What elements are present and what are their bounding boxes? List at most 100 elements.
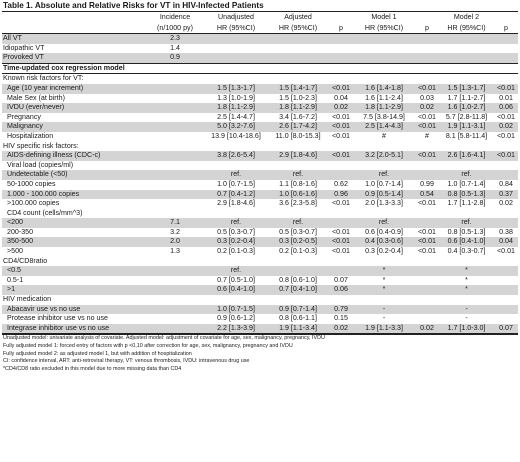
- table-row: Age (10 year increment) 1.5 [1.3-1.7] 1.5 …: [2, 83, 518, 94]
- adjusted-p-cell: [329, 257, 353, 267]
- model1-p-cell: [415, 170, 439, 180]
- adjusted-p-cell: <0.01: [332, 131, 350, 140]
- row-label: <0.5: [7, 266, 22, 275]
- adjusted-p-cell: 0.02: [334, 103, 348, 112]
- unadjusted-hr-cell: 0.7 [0.4-1.2]: [217, 189, 255, 198]
- model2-p-cell: [494, 295, 518, 305]
- unadjusted-hr-cell: 1.8 [1.1-2.9]: [217, 103, 255, 112]
- model2-p-cell: 0.01: [499, 93, 513, 102]
- unadjusted-hr-cell: 1.5 [1.3-1.7]: [217, 83, 255, 92]
- row-label: Male Sex (at birth): [7, 93, 65, 102]
- model1-hr-cell: *: [382, 285, 386, 294]
- adjusted-p-cell: <0.01: [332, 112, 350, 121]
- overall-incidence: 1.4: [170, 43, 180, 52]
- model2-hr-cell: *: [465, 275, 468, 284]
- footnote: Unadjusted model: univariate analysis of…: [3, 335, 325, 342]
- header-p: p: [504, 23, 508, 32]
- table-row: Male Sex (at birth) 1.3 [1.0-1.9] 1.5 [1.0…: [2, 94, 518, 104]
- incidence-cell: [145, 209, 205, 219]
- row-label: Hospitalization: [7, 131, 54, 140]
- unadjusted-hr-cell: 13.9 [10.4-18.6]: [211, 131, 261, 140]
- model2-hr-cell: [439, 295, 494, 305]
- incidence-cell: 2.0: [170, 237, 180, 246]
- adjusted-p-cell: [329, 266, 353, 276]
- unadjusted-hr-cell: 0.2 [0.1-0.3]: [217, 247, 255, 256]
- row-label: Malignancy: [7, 122, 43, 131]
- table-row: 50-1000 copies 1.0 [0.7-1.5] 1.1 [0.8-1.6]…: [2, 180, 518, 190]
- unadjusted-hr-cell: ref.: [230, 170, 242, 179]
- incidence-cell: [145, 161, 205, 171]
- overall-incidence: 0.9: [145, 53, 205, 64]
- model1-p-cell: <0.01: [418, 151, 436, 160]
- unadjusted-hr-cell: [205, 161, 267, 171]
- row-label: Age (10 year increment): [7, 83, 84, 92]
- table-body: Incidence Unadjusted Adjusted Model 1 Mo…: [2, 12, 518, 335]
- incidence-cell: [145, 266, 205, 276]
- row-label: >500: [7, 247, 23, 256]
- model1-p-cell: <0.01: [418, 199, 436, 208]
- model1-hr-cell: 0.6 [0.4-0.9]: [365, 227, 403, 236]
- header-row-1: Incidence Unadjusted Adjusted Model 1 Mo…: [2, 12, 518, 23]
- model1-hr-cell: -: [382, 314, 386, 323]
- header-incidence-unit: (n/1000 py): [157, 23, 193, 32]
- model1-hr-cell: 2.5 [1.4-4.3]: [365, 122, 403, 131]
- header-hr: HR (95%CI): [216, 23, 256, 32]
- model1-hr-cell: -: [382, 304, 386, 313]
- row-label: Pregnancy: [7, 112, 41, 121]
- table-row: 0.5-1 0.7 [0.5-1.0] 0.8 [0.6-1.0] 0.07 * *: [2, 276, 518, 286]
- model2-p-cell: 0.02: [499, 199, 513, 208]
- header-model1: Model 1: [371, 13, 397, 21]
- adjusted-hr-cell: 3.6 [2.3-5.8]: [279, 199, 317, 208]
- incidence-cell: [145, 151, 205, 161]
- table-row: HIV specific risk factors:: [2, 142, 518, 152]
- adjusted-p-cell: [329, 218, 353, 228]
- adjusted-p-cell: [329, 161, 353, 171]
- model2-p-cell: <0.01: [497, 83, 515, 92]
- table-row: >1 0.6 [0.4-1.0] 0.7 [0.4-1.0] 0.06 * *: [2, 285, 518, 296]
- row-label: 350-500: [7, 237, 34, 246]
- unadjusted-hr-cell: 0.6 [0.4-1.0]: [217, 285, 255, 294]
- adjusted-p-cell: [329, 74, 353, 84]
- adjusted-p-cell: 0.79: [334, 304, 348, 313]
- adjusted-hr-cell: 0.8 [0.6-1.1]: [279, 314, 317, 323]
- model2-p-cell: [494, 266, 518, 276]
- unadjusted-hr-cell: 0.9 [0.6-1.2]: [217, 314, 255, 323]
- model1-p-cell: [415, 276, 439, 286]
- model2-hr-cell: -: [465, 304, 468, 313]
- model1-hr-cell: 1.6 [1.4-1.8]: [365, 83, 403, 92]
- adjusted-hr-cell: [267, 209, 329, 219]
- adjusted-p-cell: <0.01: [332, 151, 350, 160]
- model1-p-cell: [415, 305, 439, 315]
- row-label: Known risk factors for VT:: [3, 74, 84, 83]
- table-row: AIDS-defining illness (CDC-c) 3.8 [2.6-5.…: [2, 151, 518, 161]
- model2-hr-cell: 0.8 [0.5-1.3]: [447, 189, 486, 198]
- unadjusted-hr-cell: [205, 257, 267, 267]
- model2-p-cell: [494, 209, 518, 219]
- model1-hr-cell: 2.0 [1.3-3.3]: [365, 199, 403, 208]
- unadjusted-hr-cell: 1.0 [0.7-1.5]: [217, 179, 255, 188]
- unadjusted-hr-cell: ref.: [230, 266, 242, 275]
- model2-hr-cell: 1.0 [0.7-1.4]: [447, 179, 486, 188]
- incidence-cell: [145, 276, 205, 286]
- model2-hr-cell: 0.4 [0.3-0.7]: [447, 247, 486, 256]
- model2-p-cell: 0.04: [499, 237, 513, 246]
- model1-hr-cell: [353, 257, 415, 267]
- model2-p-cell: <0.01: [497, 131, 515, 140]
- model1-hr-cell: 0.4 [0.3-0.6]: [365, 237, 403, 246]
- adjusted-hr-cell: 2.9 [1.8-4.6]: [279, 151, 317, 160]
- header-incidence: Incidence: [159, 13, 191, 21]
- adjusted-hr-cell: [267, 295, 329, 305]
- table-row: Malignancy 5.0 [3.2-7.6] 2.6 [1.7-4.2] <0.0…: [2, 122, 518, 132]
- adjusted-p-cell: 0.04: [334, 93, 348, 102]
- adjusted-p-cell: <0.01: [332, 199, 350, 208]
- incidence-cell: [145, 122, 205, 132]
- adjusted-hr-cell: ref.: [292, 218, 304, 227]
- model2-p-cell: <0.01: [497, 151, 515, 160]
- model1-hr-cell: [353, 295, 415, 305]
- overall-row: All VT 2.3: [2, 32, 518, 44]
- model2-p-cell: 0.37: [499, 189, 513, 198]
- adjusted-p-cell: <0.01: [332, 227, 350, 236]
- row-label: 200-350: [7, 227, 34, 236]
- unadjusted-hr-cell: [205, 74, 267, 84]
- model2-p-cell: [494, 285, 518, 295]
